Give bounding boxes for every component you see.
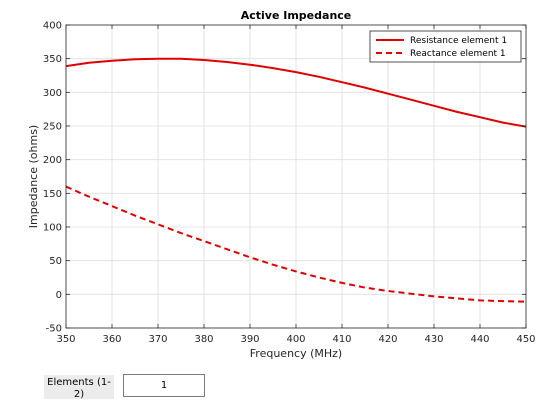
y-tick-label: 50 bbox=[49, 256, 62, 267]
x-tick-label: 390 bbox=[240, 334, 259, 345]
y-tick-label: 400 bbox=[43, 21, 62, 32]
legend-box bbox=[369, 30, 522, 63]
active-impedance-chart: 350 360 370 380 390 400 410 420 430 440 450 -50 0 50 1… bbox=[27, 9, 536, 360]
y-tick-label: 100 bbox=[43, 223, 62, 234]
y-tick-label: 350 bbox=[43, 54, 62, 65]
x-tick-label: 430 bbox=[424, 334, 443, 345]
axis-ticks: 350 360 370 380 390 400 410 420 430 440 450 -50 0 50 1… bbox=[43, 21, 536, 346]
series-layer bbox=[65, 57, 527, 303]
y-tick-label: 250 bbox=[43, 122, 62, 133]
x-tick-label: 450 bbox=[516, 334, 535, 345]
x-axis-label: Frequency (MHz) bbox=[250, 347, 342, 360]
y-tick-label: -50 bbox=[46, 324, 62, 335]
x-tick-label: 410 bbox=[332, 334, 351, 345]
x-tick-label: 440 bbox=[470, 334, 489, 345]
x-tick-label: 350 bbox=[56, 334, 75, 345]
x-tick-label: 400 bbox=[286, 334, 305, 345]
legend-label-resistance: Resistance element 1 bbox=[410, 36, 507, 46]
elements-label: Elements (1-2) bbox=[44, 375, 114, 399]
y-tick-label: 150 bbox=[43, 189, 62, 200]
x-tick-label: 360 bbox=[102, 334, 121, 345]
chart-title: Active Impedance bbox=[241, 9, 352, 22]
legend-label-reactance: Reactance element 1 bbox=[410, 49, 506, 59]
y-axis-label: Impedance (ohms) bbox=[27, 125, 40, 228]
legend: Resistance element 1 Reactance element 1 bbox=[369, 30, 522, 63]
reactance-series-line bbox=[65, 185, 527, 303]
resistance-series-line bbox=[65, 57, 527, 128]
y-tick-label: 300 bbox=[43, 88, 62, 99]
x-tick-label: 420 bbox=[378, 334, 397, 345]
y-tick-label: 0 bbox=[56, 290, 62, 301]
elements-input[interactable] bbox=[123, 374, 205, 397]
y-tick-label: 200 bbox=[43, 155, 62, 166]
x-tick-label: 380 bbox=[194, 334, 213, 345]
x-tick-label: 370 bbox=[148, 334, 167, 345]
